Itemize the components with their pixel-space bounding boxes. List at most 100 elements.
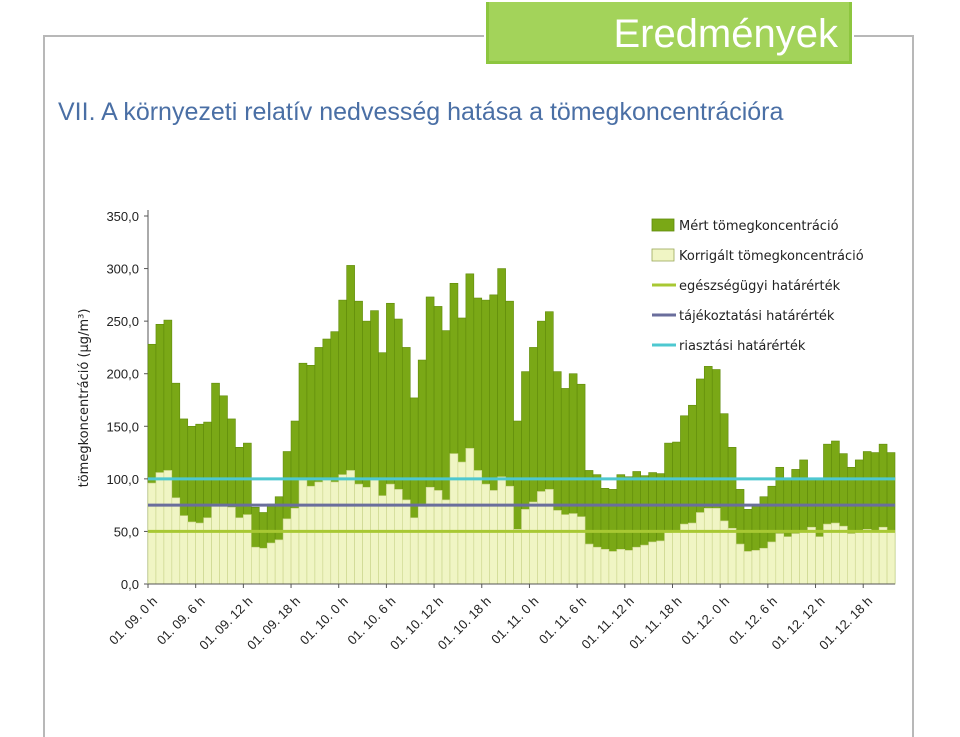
- corrected-bar: [545, 489, 554, 585]
- corrected-bar: [425, 486, 435, 585]
- corrected-bar: [743, 551, 753, 585]
- x-axis: 01. 09. 0 h01. 09. 6 h01. 09. 12 h01. 09…: [106, 583, 895, 653]
- slide-subtitle: VII. A környezeti relatív nedvesség hatá…: [58, 98, 784, 126]
- corrected-bar: [505, 485, 514, 585]
- chart: 0,0 50,0 100,0 150,0 200,0 250,0 300,0 350,0 01…: [77, 209, 896, 653]
- corrected-bar: [147, 482, 157, 585]
- corrected-bar: [759, 547, 769, 585]
- corrected-bar: [330, 481, 340, 585]
- corrected-bar: [171, 497, 181, 585]
- y-tick-label: 0,0: [121, 577, 139, 592]
- title-banner-inner: [489, 2, 849, 61]
- corrected-bar: [274, 539, 284, 585]
- corrected-bar: [306, 485, 316, 585]
- corrected-bar: [481, 483, 491, 585]
- corrected-bar: [775, 533, 785, 585]
- corrected-bar: [751, 550, 761, 585]
- corrected-bar: [155, 472, 165, 585]
- legend-label: riasztási határérték: [679, 339, 806, 354]
- y-tick-label: 150,0: [106, 419, 139, 434]
- corrected-bar: [203, 517, 212, 585]
- corrected-bar: [258, 547, 268, 585]
- corrected-bar: [727, 527, 737, 585]
- corrected-bar: [584, 543, 594, 585]
- corrected-bar: [513, 529, 522, 585]
- corrected-bar: [815, 536, 824, 585]
- corrected-bar: [696, 512, 705, 585]
- y-tick-label: 50,0: [114, 524, 139, 539]
- corrected-bar: [839, 525, 848, 585]
- corrected-bar: [163, 470, 173, 585]
- legend-swatch: [651, 218, 675, 232]
- corrected-bar: [847, 533, 856, 585]
- corrected-bar: [711, 507, 721, 585]
- legend-label: tájékoztatási határérték: [679, 309, 835, 324]
- corrected-bar: [314, 481, 324, 585]
- corrected-bar: [219, 504, 228, 585]
- corrected-bar: [616, 549, 626, 585]
- corrected-bar: [862, 529, 872, 585]
- corrected-bar: [211, 503, 220, 585]
- corrected-bar: [465, 448, 475, 585]
- page-title: Eredmények: [613, 12, 838, 56]
- corrected-bar: [783, 536, 792, 585]
- legend-label: Mért tömegkoncentráció: [679, 219, 839, 234]
- x-tick-label: 01. 09. 0 h: [106, 594, 160, 648]
- y-tick-label: 300,0: [106, 262, 139, 277]
- corrected-bar: [656, 540, 665, 585]
- corrected-bar: [703, 507, 713, 585]
- corrected-bar: [378, 495, 387, 585]
- corrected-bar: [592, 546, 602, 585]
- corrected-bar: [680, 523, 689, 585]
- corrected-bar: [401, 499, 411, 585]
- corrected-bar: [672, 531, 681, 585]
- corrected-bar: [735, 543, 745, 585]
- corrected-bar: [235, 517, 244, 585]
- y-tick-label: 200,0: [106, 367, 139, 382]
- corrected-bar: [791, 533, 800, 585]
- corrected-bar: [886, 530, 896, 585]
- corrected-bar: [338, 474, 347, 585]
- y-tick-label: 250,0: [106, 314, 139, 329]
- y-tick-label: 350,0: [106, 209, 139, 224]
- corrected-bar: [441, 499, 451, 585]
- corrected-bar: [227, 506, 236, 585]
- corrected-bar: [878, 526, 888, 585]
- corrected-bar: [449, 453, 459, 585]
- corrected-bar: [529, 501, 538, 585]
- x-tick-label: 01. 11. 0 h: [488, 594, 541, 647]
- corrected-bar: [799, 530, 808, 585]
- legend-label: egészségügyi határérték: [679, 279, 841, 294]
- corrected-bar: [282, 518, 292, 585]
- corrected-bar: [251, 546, 260, 585]
- y-axis: 0,0 50,0 100,0 150,0 200,0 250,0 300,0 350,0: [106, 209, 149, 592]
- corrected-bar: [346, 470, 355, 585]
- corrected-bar: [354, 483, 363, 585]
- legend-label: Korrigált tömegkoncentráció: [679, 249, 864, 264]
- corrected-bar: [823, 523, 832, 585]
- x-tick-label: 01. 10. 0 h: [297, 594, 351, 648]
- corrected-bar: [560, 514, 570, 585]
- corrected-bar: [568, 513, 578, 585]
- corrected-bar: [624, 550, 634, 585]
- y-tick-label: 100,0: [106, 472, 139, 487]
- corrected-bar: [266, 542, 276, 585]
- corrected-bar: [417, 503, 427, 585]
- corrected-bar: [386, 483, 395, 585]
- corrected-bar: [767, 541, 777, 585]
- x-tick-label: 01. 12. 0 h: [678, 594, 732, 648]
- corrected-bar: [648, 541, 657, 585]
- corrected-bar: [600, 549, 610, 585]
- y-axis-label: tömegkoncentráció (μg/m³): [77, 309, 92, 488]
- corrected-bar: [854, 532, 864, 585]
- corrected-bar: [640, 544, 649, 585]
- corrected-bar: [362, 486, 371, 585]
- corrected-bar: [290, 507, 300, 585]
- corrected-bar: [664, 532, 673, 585]
- corrected-bar: [576, 516, 586, 585]
- limit-lines: [148, 477, 895, 533]
- legend-swatch: [651, 248, 675, 262]
- corrected-bar: [243, 514, 252, 585]
- title-banner: Eredmények: [484, 0, 854, 66]
- corrected-bar: [870, 530, 880, 585]
